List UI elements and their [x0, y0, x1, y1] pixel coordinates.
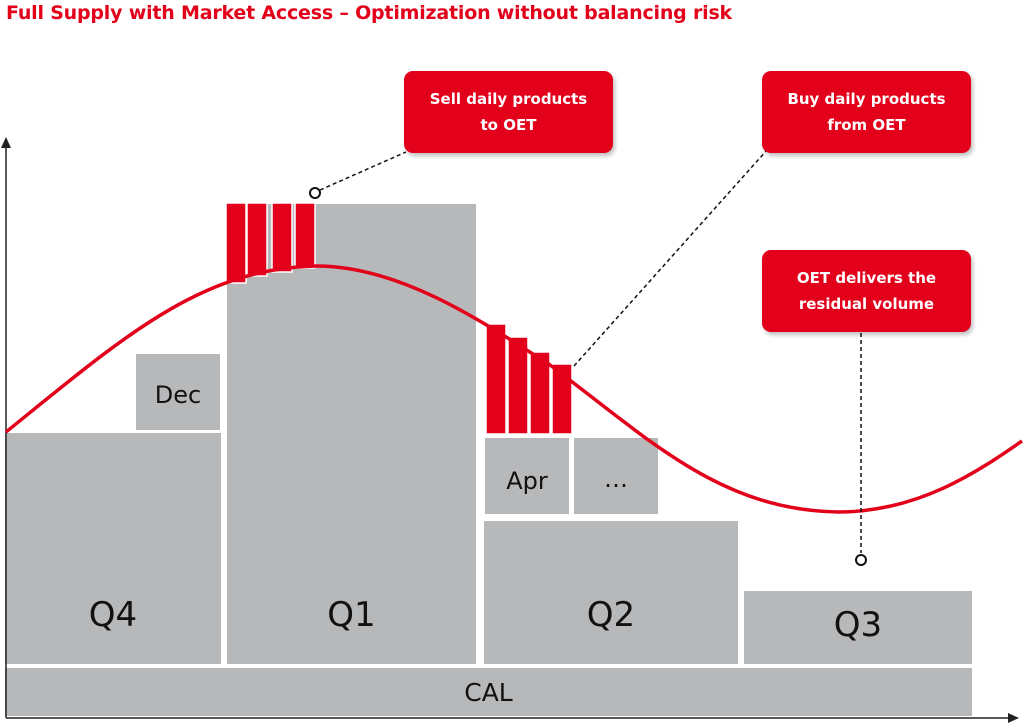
daily-bar: [529, 351, 551, 435]
sell-callout-line2: to OET: [480, 116, 537, 134]
cal-block: [5, 668, 972, 716]
daily-bar: [246, 202, 268, 277]
sell-leader: [319, 151, 407, 191]
daily-bar: [507, 336, 529, 435]
daily-bar: [551, 363, 573, 435]
bought-daily-products: [485, 323, 573, 435]
q3-block: [744, 591, 972, 664]
page-title: Full Supply with Market Access – Optimiz…: [6, 2, 732, 24]
residual-callout-line2: residual volume: [798, 295, 935, 313]
leader-lines: [319, 149, 862, 553]
sell-marker: [309, 187, 321, 199]
buy-callout: Buy daily products from OET: [762, 71, 971, 153]
x-axis-arrow: [1008, 713, 1019, 723]
residual-marker: [855, 554, 867, 566]
daily-bar: [271, 202, 293, 273]
daily-bar: [485, 323, 507, 435]
sell-callout-line1: Sell daily products: [429, 90, 588, 108]
buy-callout-line1: Buy daily products: [787, 90, 946, 108]
buy-leader: [573, 149, 768, 367]
residual-callout: OET delivers the residual volume: [762, 250, 971, 332]
residual-callout-line1: OET delivers the: [796, 269, 937, 287]
daily-bar: [225, 202, 247, 284]
y-axis-arrow: [1, 137, 11, 148]
q4-block: [5, 433, 221, 664]
sell-callout: Sell daily products to OET: [404, 71, 613, 153]
q1-block: [227, 204, 476, 664]
leader-markers: [309, 187, 867, 566]
sold-daily-products: [225, 202, 316, 284]
buy-callout-line2: from OET: [827, 116, 906, 134]
daily-bar: [294, 202, 316, 269]
demand-curve: [4, 264, 1023, 514]
q2-block: [484, 521, 738, 664]
more-block: [574, 438, 658, 514]
product-blocks: [5, 204, 972, 716]
apr-block: [485, 438, 569, 514]
dec-block: [136, 354, 220, 430]
